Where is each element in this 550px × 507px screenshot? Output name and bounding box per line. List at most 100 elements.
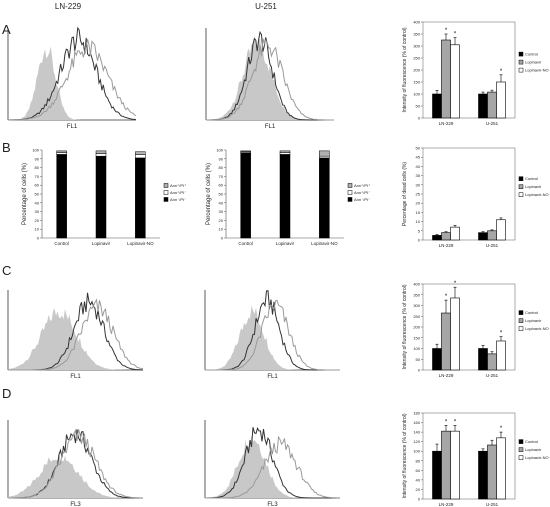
legend-label: Lopinavir <box>525 184 542 189</box>
y-tick-label: 15 <box>416 210 421 215</box>
y-tick-label: 80 <box>35 165 40 170</box>
bar-lopinavir-u-251 <box>487 444 497 500</box>
legend-swatch <box>518 310 524 315</box>
histogram-x-label: FL3 <box>70 502 81 507</box>
y-tick-label: 100 <box>413 346 420 351</box>
x-category-label: LN-229 <box>439 502 454 507</box>
legend-swatch <box>518 447 524 452</box>
y-tick-label: 180 <box>413 411 420 416</box>
y-tick-label: 200 <box>413 325 420 330</box>
stacked-chart-b-stack-ln229: 0 10 20 30 40 50 60 70 80 90 100 Percentage of cell… <box>22 148 186 247</box>
significance-star: * <box>445 294 448 300</box>
legend-swatch <box>518 455 524 460</box>
bar-chart-b-bar: 0 5 10 15 20 25 30 35 40 45 50 Percentage of dead c… <box>402 146 549 249</box>
stacked-segment-2-lopinavir <box>95 150 107 154</box>
significance-star: * <box>500 69 503 75</box>
y-tick-label: 100 <box>413 449 420 454</box>
stacked-segment-1-lopinavir-no <box>319 155 330 159</box>
y-tick-label: 20 <box>35 218 40 223</box>
histogram-x-label: FL1 <box>265 124 276 130</box>
legend-label: Ann⁻/PI⁻ <box>170 197 186 202</box>
y-tick-label: 400 <box>413 282 420 287</box>
y-tick-label: 20 <box>416 487 421 492</box>
legend-swatch <box>518 51 524 57</box>
y-tick-label: 30 <box>219 209 224 214</box>
legend-label: Ann⁻/PI⁻ <box>354 197 370 202</box>
x-category-label: LN-229 <box>439 121 454 126</box>
bar-control-u-251 <box>478 348 488 371</box>
significance-star: * <box>454 281 457 287</box>
light-histogram-line <box>8 428 143 499</box>
stacked-segment-0-lopinavir <box>279 154 291 239</box>
y-axis-label: Intensity of fluorescence (% of control) <box>402 284 408 369</box>
y-tick-label: 0 <box>418 368 421 373</box>
filled-histogram <box>8 450 143 498</box>
legend-label: Control <box>525 439 538 444</box>
legend-swatch <box>518 67 524 73</box>
filled-histogram <box>205 305 340 370</box>
histogram-d-hist-ln229: FL3 <box>7 420 143 507</box>
histogram-c-hist-u251: FL1 <box>204 290 340 380</box>
histogram-x-label: FL1 <box>267 374 278 380</box>
legend-swatch <box>518 318 524 323</box>
stacked-segment-0-control <box>56 154 67 239</box>
y-tick-label: 35 <box>416 173 421 178</box>
stacked-segment-0-control <box>240 152 251 239</box>
histogram-x-label: FL1 <box>70 374 81 380</box>
legend-label: Control <box>525 52 538 57</box>
bar-control-u-251 <box>478 232 488 241</box>
bar-lopinavir-no-u-251 <box>496 81 506 119</box>
column-header-u251: U-251 <box>255 2 277 11</box>
bar-chart-a-bar: 0 50 100 150 200 250 300 350 400 Intensity of flu… <box>402 20 549 127</box>
y-tick-label: 160 <box>413 420 420 425</box>
legend-label: Ann⁺/PI⁻ <box>354 190 370 195</box>
y-axis-label: Intensity of fluorescence (% of control) <box>402 413 408 498</box>
x-category-label: Lopinavir <box>92 241 111 246</box>
y-tick-label: 40 <box>35 200 40 205</box>
light-histogram-line <box>8 39 137 121</box>
x-category-label: U-251 <box>486 373 499 378</box>
filled-histogram <box>206 35 334 120</box>
y-tick-label: 45 <box>416 155 421 160</box>
y-tick-label: 0 <box>418 497 421 502</box>
significance-star: * <box>445 419 448 425</box>
y-tick-label: 50 <box>35 192 40 197</box>
histogram-x-label: FL1 <box>67 124 78 130</box>
y-tick-label: 200 <box>413 68 420 73</box>
y-tick-label: 100 <box>216 148 223 153</box>
y-tick-label: 60 <box>219 183 224 188</box>
legend-label: Lopinavir-NO <box>525 326 549 331</box>
bar-lopinavir-no-ln-229 <box>450 44 460 119</box>
y-tick-label: 150 <box>413 80 420 85</box>
light-histogram-line <box>206 38 334 121</box>
significance-star: * <box>500 426 503 432</box>
x-category-label: U-251 <box>486 121 499 126</box>
bar-control-ln-229 <box>432 235 442 241</box>
y-tick-label: 300 <box>413 303 420 308</box>
x-category-label: LN-229 <box>439 243 454 248</box>
histogram-a-hist-u251: FL1 <box>205 28 334 130</box>
bar-lopinavir-ln-229 <box>441 232 451 241</box>
legend-label: Ann⁺/PI⁺ <box>354 183 370 188</box>
filled-histogram <box>205 435 340 498</box>
y-tick-label: 0 <box>221 236 224 241</box>
legend-swatch <box>518 59 524 65</box>
legend-swatch <box>347 190 353 195</box>
y-tick-label: 350 <box>413 292 420 297</box>
x-category-label: Lopinavir-NO <box>127 241 154 246</box>
y-tick-label: 60 <box>35 183 40 188</box>
stacked-segment-1-control <box>56 152 67 155</box>
y-tick-label: 0 <box>418 238 421 243</box>
stacked-segment-0-lopinavir <box>95 155 107 239</box>
y-tick-label: 0 <box>418 116 421 121</box>
x-category-label: Lopinavir <box>276 241 295 246</box>
y-axis-label: Percentage of dead cells (%) <box>402 162 408 227</box>
x-category-label: Lopinavir-NO <box>311 241 338 246</box>
y-tick-label: 80 <box>416 458 421 463</box>
bar-lopinavir-no-ln-229 <box>450 297 460 371</box>
significance-star: * <box>454 419 457 425</box>
y-tick-label: 400 <box>413 20 420 25</box>
y-tick-label: 60 <box>416 468 421 473</box>
